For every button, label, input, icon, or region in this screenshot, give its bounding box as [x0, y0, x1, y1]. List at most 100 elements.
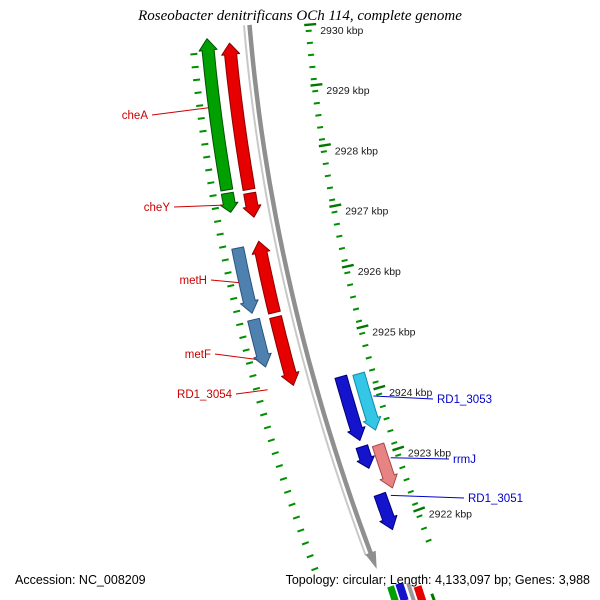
- minor-tick-outer: [310, 77, 317, 81]
- minor-tick-outer: [331, 210, 338, 214]
- minor-tick-outer: [365, 356, 372, 360]
- minor-tick-outer: [416, 514, 423, 519]
- minor-tick-outer: [359, 331, 366, 336]
- minor-tick-inner: [288, 502, 296, 507]
- minor-tick-inner: [192, 78, 201, 82]
- minor-tick-inner: [279, 476, 288, 481]
- minor-tick-inner: [301, 541, 310, 546]
- gene-arrow[interactable]: [334, 374, 366, 441]
- genome-title: Roseobacter denitrificans OCh 114, compl…: [137, 8, 462, 24]
- minor-tick-inner: [214, 219, 222, 223]
- gene-arrow-RD1_3051[interactable]: [373, 491, 398, 531]
- gene-label-RD1_3053[interactable]: RD1_3053: [437, 394, 492, 406]
- minor-tick-inner: [197, 117, 205, 120]
- minor-tick-outer: [352, 307, 360, 311]
- minor-tick-outer: [391, 441, 398, 445]
- leader-line-metH: [210, 279, 239, 284]
- gene-label-cheY[interactable]: cheY: [144, 202, 171, 214]
- minor-tick-inner: [201, 142, 209, 146]
- gene-label-metH[interactable]: metH: [180, 275, 207, 287]
- minor-tick-inner: [207, 181, 215, 185]
- minor-tick-outer: [344, 271, 351, 275]
- bottom-peek-shape: [387, 585, 399, 600]
- major-tick: [318, 143, 331, 148]
- minor-tick-outer: [368, 368, 376, 372]
- minor-tick-inner: [211, 206, 219, 211]
- leader-line-cheY: [173, 204, 224, 208]
- gene-arrow-cheY[interactable]: [219, 191, 239, 213]
- gene-arrow-RD1_3053[interactable]: [352, 371, 382, 431]
- gene-arrow-RD1_3054[interactable]: [269, 315, 300, 386]
- leader-line-RD1_3051: [390, 494, 465, 499]
- gene-arrow-cheA[interactable]: [198, 38, 234, 192]
- ruler-tick-label: 2928 kbp: [335, 145, 378, 157]
- ruler-tick-label: 2924 kbp: [389, 387, 432, 399]
- minor-tick-outer: [333, 222, 340, 226]
- minor-tick-inner: [216, 232, 224, 236]
- gene-arrow[interactable]: [355, 444, 375, 469]
- minor-tick-outer: [372, 380, 379, 384]
- gene-label-cheA[interactable]: cheA: [122, 110, 149, 122]
- ruler-tick-label: 2927 kbp: [345, 206, 388, 218]
- minor-tick-inner: [252, 386, 261, 391]
- minor-tick-inner: [256, 399, 264, 404]
- major-tick: [310, 83, 323, 87]
- leader-line-RD1_3054: [235, 389, 268, 395]
- minor-tick-inner: [203, 155, 211, 159]
- minor-tick-outer: [324, 174, 331, 178]
- gene-arrow-metH[interactable]: [231, 246, 259, 314]
- minor-tick-outer: [411, 502, 419, 506]
- minor-tick-outer: [355, 319, 363, 323]
- leader-line-RD1_3053: [373, 395, 434, 400]
- minor-tick-inner: [275, 464, 283, 469]
- gene-arrow-metF[interactable]: [247, 317, 272, 368]
- minor-tick-outer: [329, 198, 336, 202]
- minor-tick-outer: [315, 113, 322, 117]
- ruler-tick-label: 2929 kbp: [326, 85, 369, 97]
- minor-tick-inner: [245, 361, 254, 365]
- major-tick: [373, 384, 386, 391]
- major-tick: [356, 324, 369, 330]
- gene-label-rrmJ[interactable]: rrmJ: [453, 454, 476, 466]
- bottom-peek-shape: [430, 593, 436, 600]
- minor-tick-outer: [425, 538, 432, 543]
- minor-tick-outer: [403, 477, 410, 482]
- gene-arrow[interactable]: [251, 240, 281, 315]
- bottom-peek-shape: [406, 582, 416, 600]
- minor-tick-inner: [297, 528, 305, 533]
- minor-tick-outer: [312, 89, 319, 93]
- gene-label-RD1_3054[interactable]: RD1_3054: [177, 389, 233, 401]
- leader-line-metF: [214, 353, 258, 361]
- minor-tick-outer: [305, 29, 312, 33]
- minor-tick-inner: [311, 566, 319, 572]
- label-layer: cheA cheY metH metF RD1_3054 RD1_3053 rrmJ RD1_…: [122, 107, 523, 505]
- minor-tick-outer: [341, 258, 348, 263]
- minor-tick-inner: [239, 335, 247, 340]
- minor-tick-outer: [395, 453, 402, 458]
- gene-arrow[interactable]: [221, 42, 256, 191]
- bottom-peek-fragment: [387, 582, 436, 600]
- backbone-track-outer: [247, 24, 374, 555]
- minor-tick-inner: [205, 168, 213, 172]
- gene-arrow-rrmJ[interactable]: [371, 442, 398, 489]
- minor-tick-outer: [407, 489, 414, 494]
- ruler-tick-label: 2925 kbp: [372, 326, 415, 338]
- ruler-tick-label: 2930 kbp: [320, 25, 363, 37]
- minor-tick-outer: [387, 428, 394, 433]
- minor-tick-outer: [420, 526, 428, 531]
- minor-tick-outer: [349, 295, 357, 299]
- gene-label-metF[interactable]: metF: [185, 349, 211, 361]
- minor-tick-inner: [267, 438, 275, 443]
- major-tick: [392, 445, 405, 452]
- minor-tick-inner: [263, 425, 272, 430]
- gene-label-RD1_3051[interactable]: RD1_3051: [468, 493, 523, 505]
- minor-tick-inner: [242, 348, 250, 352]
- minor-tick-outer: [362, 343, 369, 348]
- gene-arrow[interactable]: [242, 191, 262, 218]
- major-tick: [329, 203, 342, 208]
- minor-tick-outer: [383, 416, 390, 421]
- minor-tick-inner: [260, 412, 268, 417]
- minor-tick-inner: [191, 65, 199, 69]
- major-tick: [341, 263, 354, 269]
